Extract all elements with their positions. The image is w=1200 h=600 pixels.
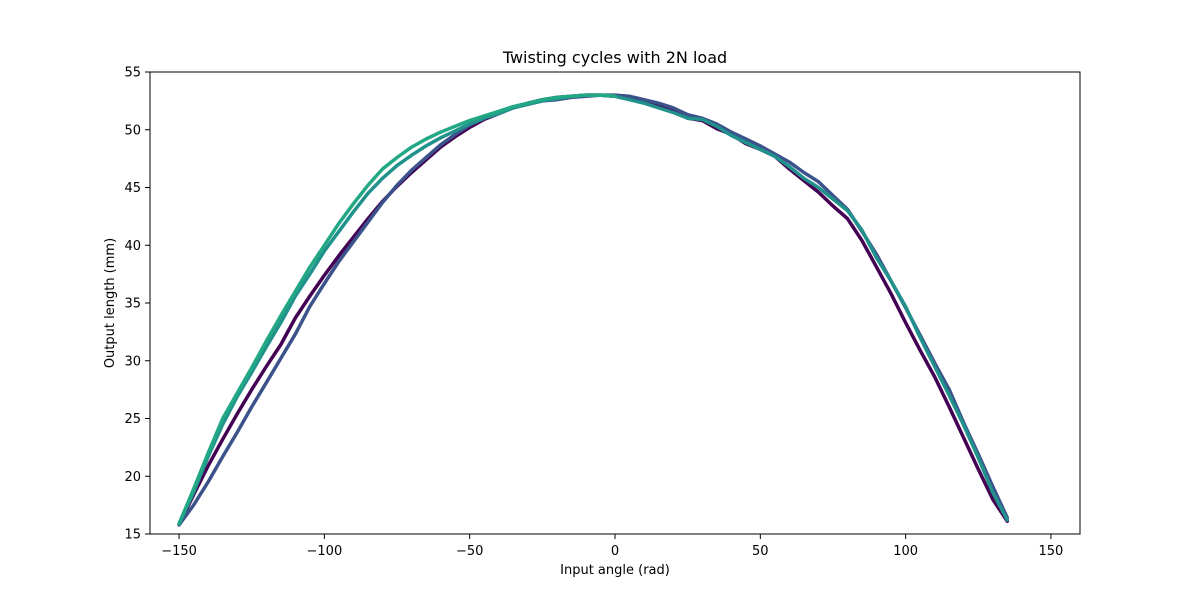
x-tick-label: 100 <box>893 544 918 559</box>
series-line-1 <box>177 93 1010 527</box>
y-tick-label: 25 <box>124 412 141 427</box>
x-tick-label: 0 <box>611 544 619 559</box>
y-tick-label: 35 <box>124 297 141 312</box>
y-tick-label: 45 <box>124 181 141 196</box>
x-axis-label: Input angle (rad) <box>560 563 670 578</box>
series-line-2 <box>177 93 1010 527</box>
x-tick-label: 50 <box>752 544 769 559</box>
series-layer <box>177 93 1010 527</box>
y-axis-label: Output length (mm) <box>103 238 118 368</box>
x-tick-label: 150 <box>1039 544 1064 559</box>
chart-title: Twisting cycles with 2N load <box>502 48 727 67</box>
y-tick-label: 30 <box>124 354 141 369</box>
y-tick-label: 20 <box>124 470 141 485</box>
series-line-4 <box>177 93 617 526</box>
x-tick-label: −150 <box>161 544 197 559</box>
x-tick-label: −50 <box>456 544 483 559</box>
x-tick-label: −100 <box>307 544 343 559</box>
y-tick-label: 50 <box>124 123 141 138</box>
y-axis: 15 20 25 30 35 40 45 50 55 <box>124 66 150 543</box>
y-tick-label: 55 <box>124 66 141 81</box>
x-axis: −150 −100 −50 0 50 100 150 <box>161 534 1063 559</box>
y-tick-label: 40 <box>124 239 141 254</box>
y-tick-label: 15 <box>124 528 141 543</box>
series-line-3 <box>177 93 1010 526</box>
